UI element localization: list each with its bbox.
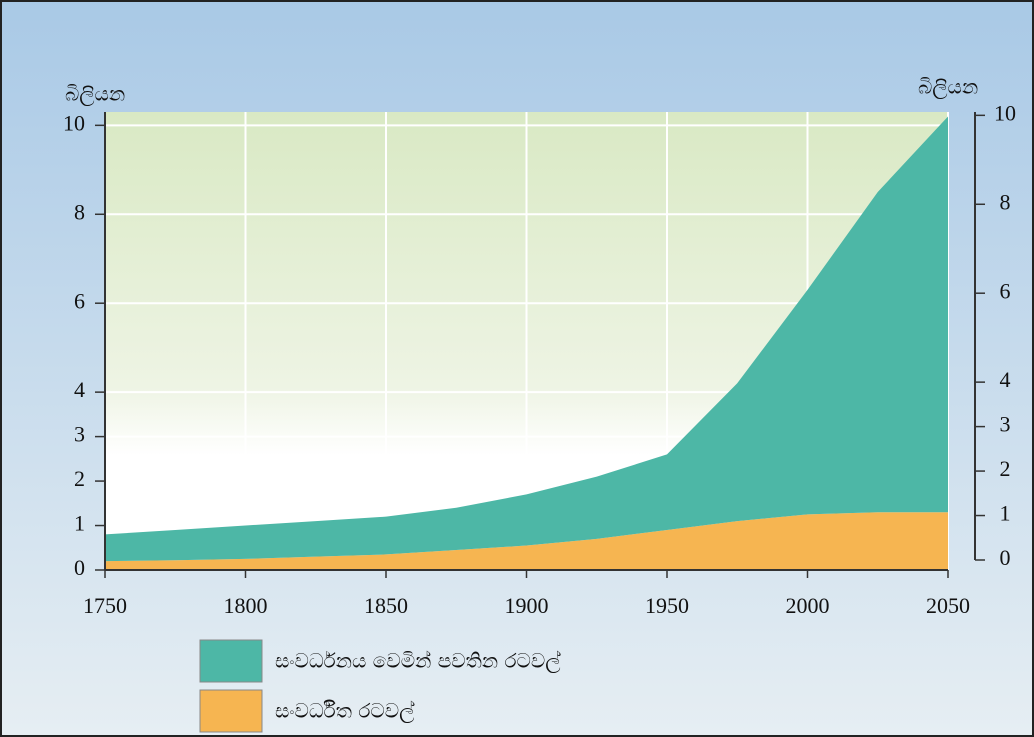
y-axis-label: බිලියන [65, 82, 125, 107]
y2-axis-label: බිලියන [918, 75, 978, 100]
y2-tick-label: 1 [1000, 501, 1011, 526]
area [105, 512, 948, 570]
y2-tick-label: 2 [1000, 456, 1011, 481]
y2-tick-label: 8 [1000, 189, 1011, 214]
legend-label: සංවර්ධනය වෙමින් පවතින රටවල් [275, 649, 561, 674]
x-tick-label: 1850 [364, 593, 408, 618]
y-tick-label: 3 [74, 422, 85, 447]
y-tick-label: 0 [74, 555, 85, 580]
y-tick-label: 6 [74, 288, 85, 313]
y2-tick-label: 6 [1000, 278, 1011, 303]
x-tick-label: 1950 [645, 593, 689, 618]
x-tick-label: 2050 [926, 593, 970, 618]
y-tick-label: 10 [63, 110, 85, 135]
x-tick-label: 1800 [224, 593, 268, 618]
y2-tick-label: 10 [994, 100, 1016, 125]
y-tick-label: 8 [74, 199, 85, 224]
x-tick-label: 2000 [786, 593, 830, 618]
x-tick-label: 1900 [505, 593, 549, 618]
area [105, 116, 948, 562]
legend-label: සංවර්ධිත රටවල් [275, 699, 414, 724]
legend-swatch [199, 689, 263, 733]
y2-tick-label: 0 [1000, 545, 1011, 570]
y-tick-label: 2 [74, 466, 85, 491]
y-tick-label: 1 [74, 511, 85, 536]
y-tick-label: 4 [74, 377, 85, 402]
y2-tick-label: 3 [1000, 412, 1011, 437]
y2-tick-label: 4 [1000, 367, 1011, 392]
x-tick-label: 1750 [83, 593, 127, 618]
legend-swatch [199, 639, 263, 683]
